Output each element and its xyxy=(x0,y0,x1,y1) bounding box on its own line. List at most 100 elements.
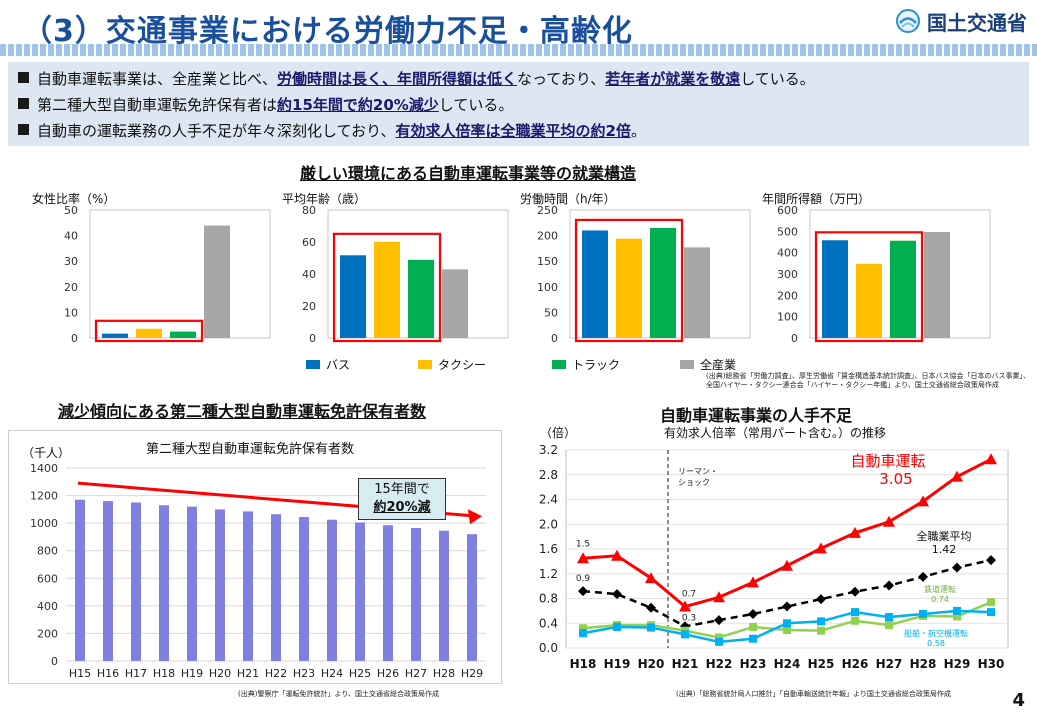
female-ratio-bar xyxy=(204,225,230,338)
label-tetsudo: 鉄道運転 xyxy=(924,584,956,594)
series-zen-point xyxy=(782,601,792,612)
annotation-0-9: 0.9 xyxy=(576,574,591,584)
series-tetsudo-point xyxy=(851,616,859,625)
series-senpaku-point xyxy=(783,619,791,628)
series-tetsudo-point xyxy=(579,624,587,633)
license-bar xyxy=(383,525,393,661)
shortage-chart-title: 有効求人倍率（常用パート含む。）の推移 xyxy=(664,426,887,440)
summary-highlight: 若年者が就業を敬遠 xyxy=(605,70,741,88)
series-senpaku-point xyxy=(851,608,859,617)
label-jidosha: 自動車運転 xyxy=(850,452,925,470)
line-ytick-label: 2.4 xyxy=(539,493,558,507)
summary-text: なっており、 xyxy=(517,70,606,88)
female-ratio-chart: 0 10 20 30 40 50 xyxy=(64,206,271,345)
working-hours-ytick-label: 250 xyxy=(537,206,558,217)
series-senpaku-point xyxy=(987,608,995,617)
value-tetsudo: 0.74 xyxy=(931,595,949,604)
average-age-bar xyxy=(408,259,434,338)
bullet-square-icon xyxy=(18,124,29,135)
bullet-square-icon xyxy=(18,98,29,109)
logo-text: 国土交通省 xyxy=(927,10,1027,35)
shortage-unit-label: （倍） xyxy=(540,426,577,440)
license-xtick-label: H19 xyxy=(181,667,203,680)
series-jidosha-point xyxy=(611,549,623,561)
legend-label-taxi: タクシー xyxy=(438,358,487,372)
series-zen-point xyxy=(850,586,860,597)
summary-bullet: 第二種大型自動車運転免許保有者は約15年間で約20%減少している。 xyxy=(18,92,1019,118)
series-tetsudo-point xyxy=(885,621,893,630)
series-senpaku-point xyxy=(885,613,893,622)
license-chart-title: 第二種大型自動車運転免許保有者数 xyxy=(146,442,355,457)
series-senpaku-point xyxy=(715,637,723,646)
legend-label-truck: トラック xyxy=(572,358,621,372)
license-bar xyxy=(439,530,449,661)
line-xtick-label: H25 xyxy=(808,657,835,671)
line-xtick-label: H19 xyxy=(604,657,631,671)
shortage-source-note: (出典)「総務省統計局人口推計」「自動車輸送統計年報」より国土交通省総合政策局作… xyxy=(676,690,951,698)
label-senpaku: 船舶・航空機運転 xyxy=(904,628,968,638)
license-xtick-label: H27 xyxy=(405,667,427,680)
working-hours-highlight-box xyxy=(574,218,684,343)
value-zen: 1.42 xyxy=(932,543,957,556)
license-xtick-label: H26 xyxy=(377,667,399,680)
working-hours-ytick-label: 50 xyxy=(544,306,558,319)
annual-income-ytick-label: 300 xyxy=(777,268,798,281)
ministry-logo: 国土交通省 xyxy=(895,4,1027,38)
license-bar xyxy=(299,516,309,661)
female-ratio-bar xyxy=(136,328,162,338)
summary-highlight: 有効求人倍率は全職業平均の約2倍 xyxy=(395,122,631,140)
series-zen-point xyxy=(646,602,656,613)
lehman-label-line-2: ショック xyxy=(678,478,710,487)
ministry-emblem-icon xyxy=(896,9,920,33)
license-bar xyxy=(327,519,337,661)
working-hours-ytick-label: 100 xyxy=(537,281,558,294)
female-ratio-ytick-label: 20 xyxy=(64,281,78,294)
license-bar xyxy=(187,506,197,661)
employment-source-note: (出典)総務省「労働力調査」、厚生労働省「賃金構造基本統計調査」、日本バス協会「… xyxy=(706,372,1030,389)
summary-highlight: 労働時間は長く、年間所得額は低く xyxy=(277,70,518,88)
license-xtick-label: H16 xyxy=(97,667,119,680)
summary-text: 。 xyxy=(630,122,646,140)
value-jidosha: 3.05 xyxy=(879,470,912,488)
line-ytick-label: 0.8 xyxy=(539,592,558,606)
working-hours-ytick-label: 200 xyxy=(537,230,558,243)
license-bar xyxy=(215,509,225,661)
line-ytick-label: 1.6 xyxy=(539,542,558,556)
license-xtick-label: H18 xyxy=(153,667,175,680)
annual-income-ytick-label: 0 xyxy=(791,332,798,345)
series-senpaku-point xyxy=(647,623,655,632)
female-ratio-ytick-label: 0 xyxy=(71,332,78,345)
female-ratio-ytick-label: 40 xyxy=(64,230,78,243)
license-bar xyxy=(75,499,85,661)
lehman-label-line-1: リーマン・ xyxy=(678,467,718,476)
summary-text: している。 xyxy=(438,96,514,114)
shortage-section-title: 自動車運転事業の人手不足 xyxy=(660,406,853,425)
chart-title-female-ratio: 女性比率（%） xyxy=(32,192,116,206)
summary-text: 第二種大型自動車運転免許保有者は xyxy=(37,96,278,114)
female-ratio-highlight-box xyxy=(94,319,204,343)
series-zen-point xyxy=(816,594,826,605)
employment-section-title: 厳しい環境にある自動車運転事業等の就業構造 xyxy=(300,164,637,183)
line-xtick-label: H26 xyxy=(842,657,869,671)
summary-text: 自動車運転事業は、全産業と比べ、 xyxy=(37,70,278,88)
series-jidosha-point xyxy=(713,591,725,603)
chart-title-working-hours: 労働時間（h/年） xyxy=(520,192,616,206)
series-jidosha-point xyxy=(815,542,827,554)
license-ytick-label: 800 xyxy=(37,545,58,558)
chart-title-average-age: 平均年齢（歳） xyxy=(282,192,367,206)
working-hours-chart: 0 50 100 150 200 250 xyxy=(537,206,751,345)
license-source-note: (出典)警察庁「運転免許統計」より、国土交通省総合政策局作成 xyxy=(238,690,440,698)
line-ytick-label: 1.2 xyxy=(539,567,558,581)
license-ytick-label: 1000 xyxy=(30,517,58,530)
line-ytick-label: 0.4 xyxy=(539,616,558,630)
license-bar xyxy=(467,534,477,661)
series-tetsudo-point xyxy=(749,622,757,631)
license-xtick-label: H21 xyxy=(237,667,259,680)
summary-box: 自動車運転事業は、全産業と比べ、労働時間は長く、年間所得額は低くなっており、若年… xyxy=(8,62,1029,146)
summary-bullet: 自動車の運転業務の人手不足が年々深刻化しており、有効求人倍率は全職業平均の約2倍… xyxy=(18,118,1019,144)
female-ratio-ytick-label: 10 xyxy=(64,306,78,319)
value-senpaku: 0.58 xyxy=(927,639,945,648)
annual-income-bar xyxy=(890,240,916,338)
series-jidosha-point xyxy=(951,470,963,482)
series-jidosha-point xyxy=(645,572,657,584)
